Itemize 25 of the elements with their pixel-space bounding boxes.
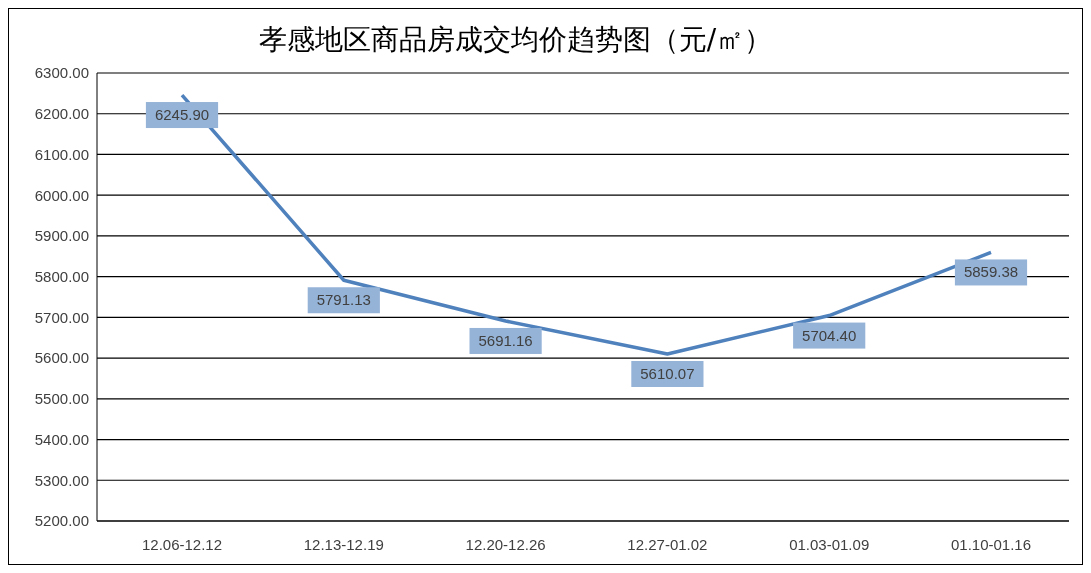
y-tick-label: 5500.00 [34,390,89,408]
x-tick-label: 12.06-12.12 [141,535,223,553]
y-tick-label: 6100.00 [34,145,89,163]
y-tick-label: 6300.00 [34,64,89,82]
x-tick-label: 12.20-12.26 [465,535,546,553]
y-tick-label: 6200.00 [34,105,89,123]
x-tick-label: 01.03-01.09 [789,535,870,553]
y-tick-label: 6000.00 [34,186,89,204]
y-tick-label: 5300.00 [34,471,89,489]
y-tick-label: 5400.00 [34,430,89,448]
chart-title: 孝感地区商品房成交均价趋势图（元/㎡） [257,22,774,58]
y-tick-label: 5600.00 [34,349,89,367]
data-label: 5691.16 [478,331,533,349]
y-tick-label: 5900.00 [34,227,89,245]
x-tick-label: 12.27-01.02 [627,535,708,553]
data-label: 5610.07 [640,364,695,382]
data-label: 5859.38 [963,263,1019,281]
data-label: 5791.13 [316,291,371,309]
data-label: 5704.40 [802,326,857,344]
x-tick-label: 12.13-12.19 [303,535,384,553]
y-tick-label: 5700.00 [34,308,89,326]
y-tick-label: 5200.00 [34,512,89,530]
y-tick-label: 5800.00 [34,267,89,285]
x-tick-label: 01.10-01.16 [950,535,1032,553]
data-label: 6245.90 [154,106,210,124]
